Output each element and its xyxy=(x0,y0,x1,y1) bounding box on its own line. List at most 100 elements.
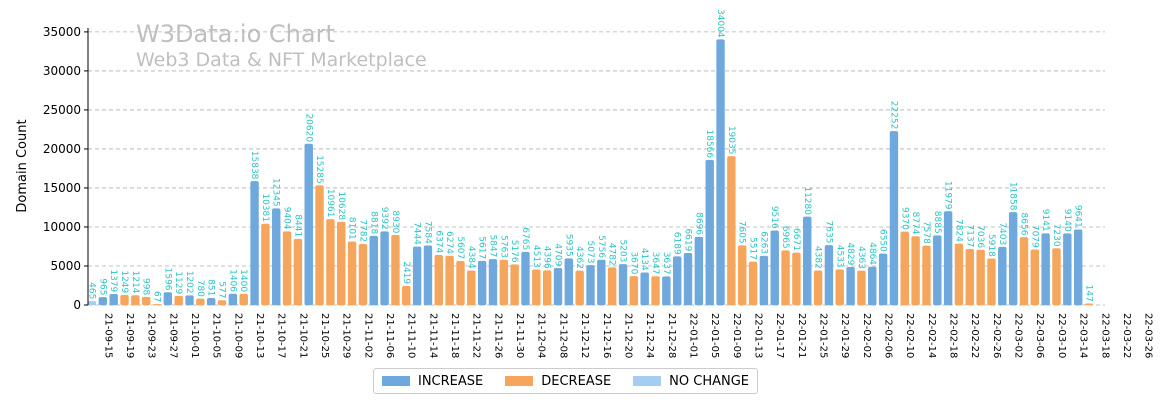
bar-increase[interactable] xyxy=(1073,229,1083,306)
bar-value-label: 4363 xyxy=(856,246,866,269)
bar-increase[interactable] xyxy=(803,216,812,306)
bar-decrease[interactable] xyxy=(174,295,183,306)
bar-increase[interactable] xyxy=(553,267,563,306)
bar-decrease[interactable] xyxy=(651,276,660,306)
bar-increase[interactable] xyxy=(640,272,649,306)
bar-increase[interactable] xyxy=(1063,233,1072,306)
bar-increase[interactable] xyxy=(98,297,108,306)
bar-decrease[interactable] xyxy=(239,293,248,306)
bar-increase[interactable] xyxy=(163,292,173,306)
bar-increase[interactable] xyxy=(694,236,704,306)
bar-decrease[interactable] xyxy=(120,294,129,306)
bar-increase[interactable] xyxy=(185,295,194,306)
bar-increase[interactable] xyxy=(846,267,855,306)
bar-decrease[interactable] xyxy=(954,243,964,306)
bar-decrease[interactable] xyxy=(835,269,844,306)
bar-increase[interactable] xyxy=(304,143,313,306)
bar-increase[interactable] xyxy=(759,255,769,306)
bar-increase[interactable] xyxy=(662,276,671,306)
bar-decrease[interactable] xyxy=(813,270,823,306)
bar-increase[interactable] xyxy=(716,39,725,306)
bar-decrease[interactable] xyxy=(391,235,400,306)
bar-decrease[interactable] xyxy=(326,219,335,306)
bar-increase[interactable] xyxy=(1041,233,1050,306)
bar-increase[interactable] xyxy=(618,264,628,306)
bar-increase[interactable] xyxy=(564,258,574,306)
bar-increase[interactable] xyxy=(272,208,281,306)
bar-increase[interactable] xyxy=(380,231,389,306)
bar-decrease[interactable] xyxy=(1019,237,1029,306)
bar-decrease[interactable] xyxy=(965,249,974,306)
bar-increase[interactable] xyxy=(889,131,899,306)
bar-increase[interactable] xyxy=(1008,212,1018,306)
bar-increase[interactable] xyxy=(705,159,714,306)
bar-decrease[interactable] xyxy=(510,264,519,306)
bar-decrease[interactable] xyxy=(282,231,292,306)
bar-decrease[interactable] xyxy=(445,255,454,306)
bar-decrease[interactable] xyxy=(434,254,443,306)
bar-decrease[interactable] xyxy=(1052,248,1061,306)
bar-decrease[interactable] xyxy=(347,241,357,306)
bar-decrease[interactable] xyxy=(727,156,736,306)
bar-decrease[interactable] xyxy=(402,285,411,306)
bar-decrease[interactable] xyxy=(532,269,541,306)
bar-decrease[interactable] xyxy=(131,295,140,306)
bar-decrease[interactable] xyxy=(857,270,866,306)
bar-decrease[interactable] xyxy=(738,245,747,306)
bar-increase[interactable] xyxy=(943,211,953,306)
bar-decrease[interactable] xyxy=(499,259,509,306)
bar-increase[interactable] xyxy=(683,253,693,306)
legend-item-no-change[interactable]: NO CHANGE xyxy=(633,374,749,389)
bar-decrease[interactable] xyxy=(358,243,368,306)
bar-increase[interactable] xyxy=(868,266,877,306)
bar-increase[interactable] xyxy=(423,245,433,306)
bar-decrease[interactable] xyxy=(467,270,476,306)
bar-increase[interactable] xyxy=(824,245,834,306)
bar-increase[interactable] xyxy=(250,181,259,306)
bar-decrease[interactable] xyxy=(337,221,346,306)
legend-item-increase[interactable]: INCREASE xyxy=(382,374,483,389)
bar-increase[interactable] xyxy=(228,293,238,306)
legend: INCREASE DECREASE NO CHANGE xyxy=(373,368,759,394)
bar-decrease[interactable] xyxy=(575,270,584,306)
bar-decrease[interactable] xyxy=(748,261,758,306)
bar-increase[interactable] xyxy=(369,235,378,306)
legend-item-decrease[interactable]: DECREASE xyxy=(505,374,611,389)
bar-decrease[interactable] xyxy=(900,231,909,306)
bar-increase[interactable] xyxy=(477,260,487,306)
bar-increase[interactable] xyxy=(998,246,1007,306)
bar-increase[interactable] xyxy=(770,230,779,306)
bar-decrease[interactable] xyxy=(629,276,639,306)
bar-decrease[interactable] xyxy=(196,298,205,306)
bar-increase[interactable] xyxy=(586,265,595,306)
bar-decrease[interactable] xyxy=(607,267,617,306)
bar-decrease[interactable] xyxy=(781,250,790,306)
bar-decrease[interactable] xyxy=(456,260,465,306)
bar-decrease[interactable] xyxy=(261,223,270,306)
bar-decrease[interactable] xyxy=(315,185,324,306)
bar-decrease[interactable] xyxy=(293,238,303,306)
bar-decrease[interactable] xyxy=(792,252,801,306)
bar-decrease[interactable] xyxy=(217,300,227,306)
bar-decrease[interactable] xyxy=(987,258,996,306)
bar-increase[interactable] xyxy=(878,253,888,306)
bar-decrease[interactable] xyxy=(922,245,931,306)
bar-increase[interactable] xyxy=(488,259,498,306)
bar-decrease[interactable] xyxy=(911,236,920,306)
bar-no-change[interactable] xyxy=(87,301,97,306)
bar-decrease[interactable] xyxy=(1084,303,1094,306)
bar-decrease[interactable] xyxy=(976,249,985,306)
bar-increase[interactable] xyxy=(597,259,606,306)
x-tick-label: 21-10-29 xyxy=(341,313,352,358)
x-tick-label: 21-11-18 xyxy=(449,313,460,358)
bar-decrease[interactable] xyxy=(141,296,151,306)
bar-increase[interactable] xyxy=(109,293,118,306)
bar-decrease[interactable] xyxy=(152,304,162,306)
bar-increase[interactable] xyxy=(521,251,530,306)
bar-decrease[interactable] xyxy=(542,270,552,306)
bar-increase[interactable] xyxy=(412,246,422,306)
bar-increase[interactable] xyxy=(207,298,216,306)
bar-increase[interactable] xyxy=(672,256,682,306)
bar-decrease[interactable] xyxy=(1030,249,1040,306)
bar-increase[interactable] xyxy=(933,235,942,306)
